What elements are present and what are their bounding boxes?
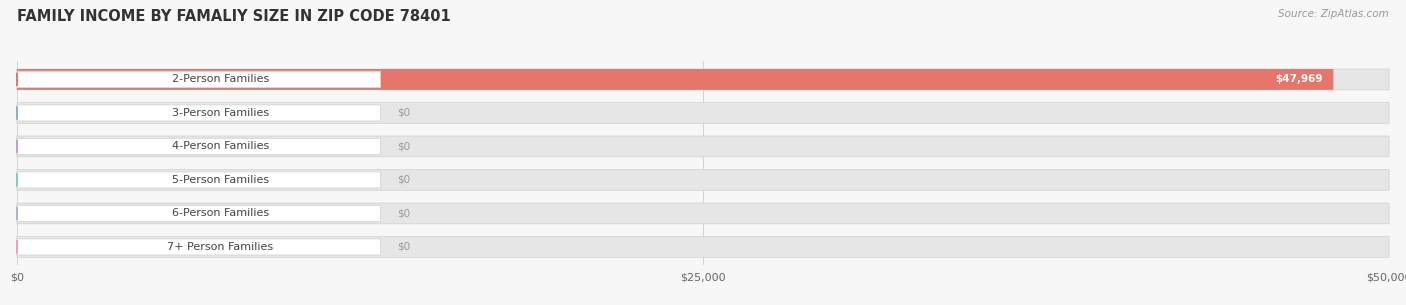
Text: 5-Person Families: 5-Person Families [172,175,269,185]
FancyBboxPatch shape [17,237,1389,257]
Text: $0: $0 [396,242,411,252]
FancyBboxPatch shape [17,203,1389,224]
Text: FAMILY INCOME BY FAMALIY SIZE IN ZIP CODE 78401: FAMILY INCOME BY FAMALIY SIZE IN ZIP COD… [17,9,450,24]
Text: 7+ Person Families: 7+ Person Families [167,242,274,252]
FancyBboxPatch shape [17,170,1389,190]
Text: 3-Person Families: 3-Person Families [172,108,269,118]
Text: 6-Person Families: 6-Person Families [172,208,269,218]
Text: $0: $0 [396,142,411,151]
Text: $47,969: $47,969 [1275,74,1323,84]
FancyBboxPatch shape [17,138,381,155]
FancyBboxPatch shape [17,239,381,255]
FancyBboxPatch shape [17,172,381,188]
Text: $0: $0 [396,208,411,218]
Text: Source: ZipAtlas.com: Source: ZipAtlas.com [1278,9,1389,19]
Text: 2-Person Families: 2-Person Families [172,74,269,84]
FancyBboxPatch shape [17,105,381,121]
FancyBboxPatch shape [17,102,1389,123]
Text: $0: $0 [396,108,411,118]
Text: $0: $0 [396,175,411,185]
FancyBboxPatch shape [17,71,381,88]
FancyBboxPatch shape [17,69,1333,90]
FancyBboxPatch shape [17,205,381,221]
Text: 4-Person Families: 4-Person Families [172,142,269,151]
FancyBboxPatch shape [17,69,1389,90]
FancyBboxPatch shape [17,136,1389,157]
